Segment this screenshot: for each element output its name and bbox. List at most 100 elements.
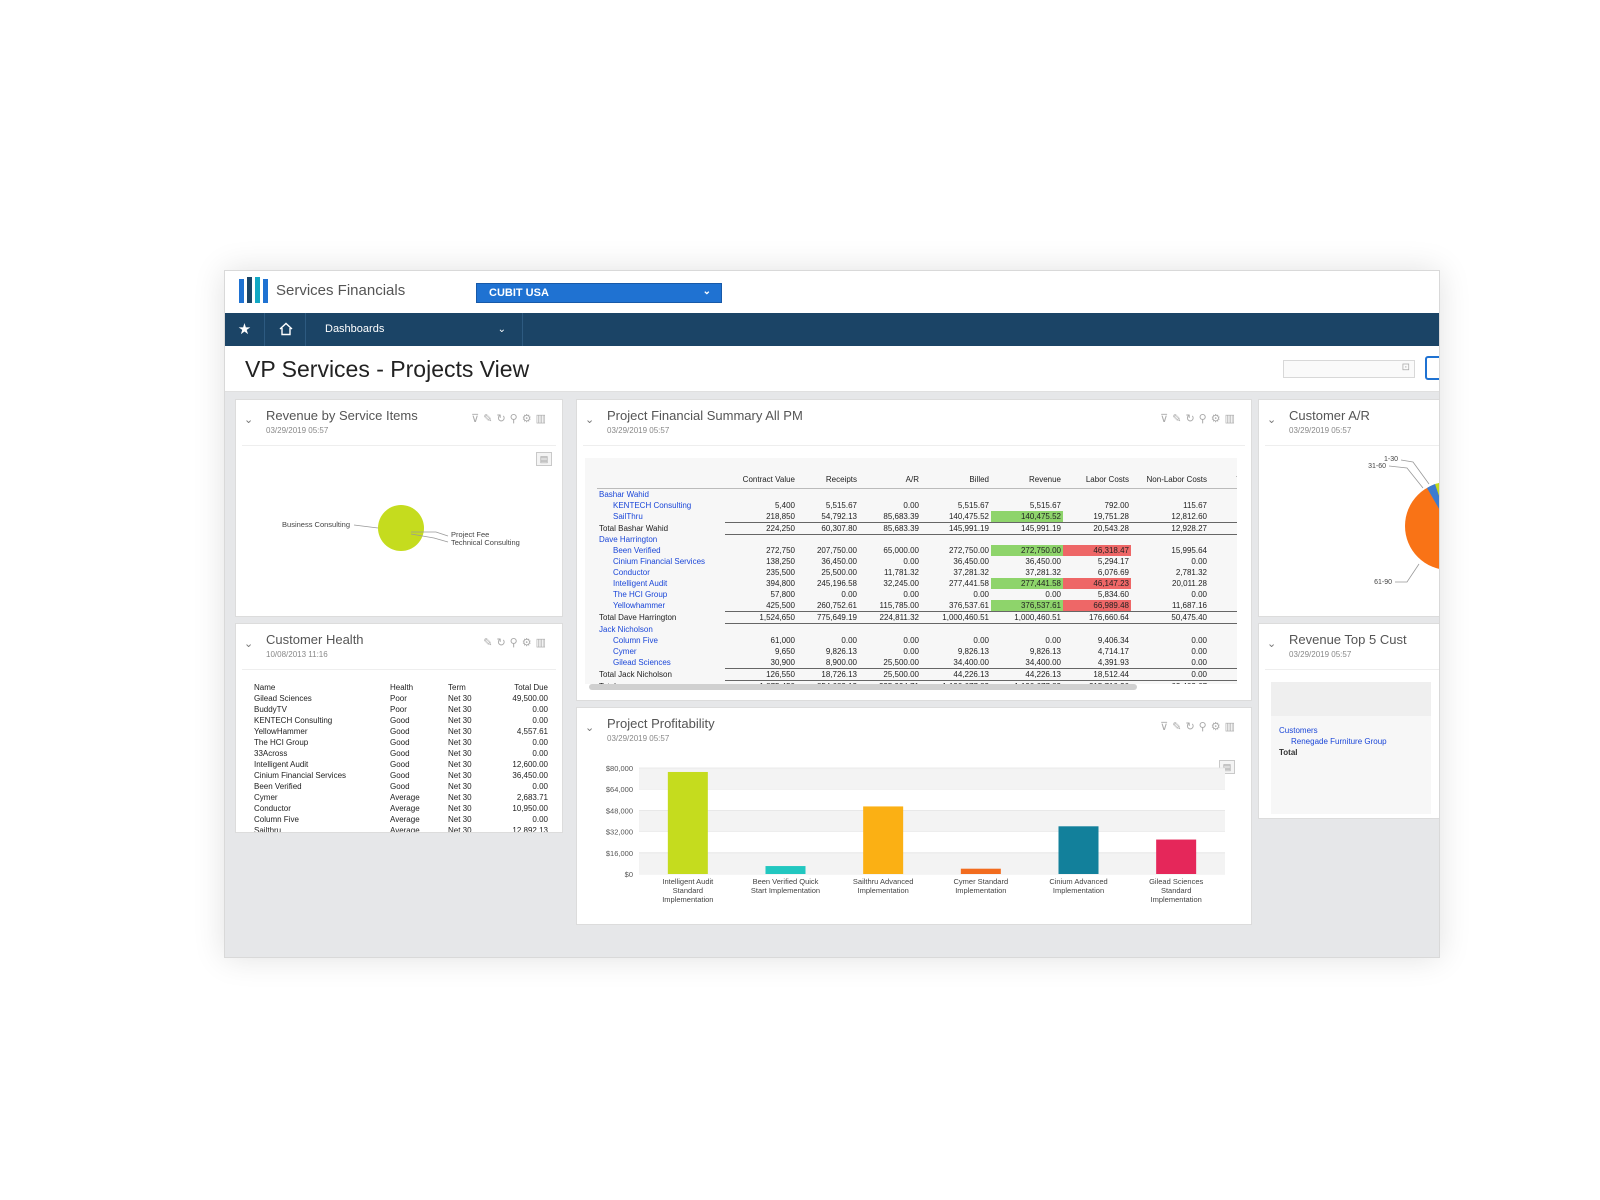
revenue-top5-panel: ⌄ Revenue Top 5 Cust 03/29/2019 05:57 Cu… [1258, 623, 1439, 819]
table-cell: 9,826.13 [1029, 646, 1061, 656]
zoom-icon[interactable]: ⚲ [509, 413, 520, 425]
table-cell: 115,785.00 [879, 601, 919, 610]
filter-icon[interactable]: ⊽ [1160, 721, 1171, 733]
table-cell: 2,781.32 [1175, 568, 1207, 577]
collapse-icon[interactable]: ⌄ [1267, 638, 1277, 650]
collapse-icon[interactable]: ⌄ [585, 722, 595, 734]
row-label[interactable]: Been Verified [613, 546, 661, 555]
edit-icon[interactable]: ✎ [483, 637, 495, 649]
table-row: SailThru 218,850 54,792.13 85,683.39 140,475… [597, 510, 1237, 523]
panel-header: ⌄ Revenue Top 5 Cust 03/29/2019 05:57 [1259, 624, 1439, 668]
table-cell: Net 30 [448, 727, 472, 736]
delete-icon[interactable]: ▥ [535, 637, 548, 649]
row-label[interactable]: SailThru [613, 511, 643, 521]
panel-title: Revenue by Service Items [266, 408, 418, 423]
delete-icon[interactable]: ▥ [1224, 721, 1237, 733]
table-cell: 1,524,650 [725, 611, 797, 624]
project-profitability-bar-chart: $0 $16,000 $32,000 $48,000 $64,000 $80,000 Int… [606, 764, 1225, 904]
collapse-icon[interactable]: ⌄ [244, 414, 254, 426]
search-input[interactable]: ⊡ [1283, 360, 1415, 378]
table-cell [725, 488, 797, 500]
column-header: Contract Value [725, 464, 797, 489]
table-cell: 0.00 [532, 738, 548, 747]
refresh-icon[interactable]: ↻ [496, 413, 508, 425]
delete-icon[interactable]: ▥ [535, 413, 548, 425]
settings-icon[interactable]: ⚙ [1210, 721, 1223, 733]
edit-icon[interactable]: ✎ [483, 413, 495, 425]
table-cell: 425,500 [766, 601, 795, 610]
table-cell: 66,989.48 [1063, 600, 1131, 612]
horizontal-scrollbar[interactable] [589, 684, 1137, 690]
top5-header-link[interactable]: Customers [1279, 726, 1318, 735]
edit-icon[interactable]: ✎ [1172, 413, 1184, 425]
zoom-icon[interactable]: ⚲ [1198, 413, 1209, 425]
edit-icon[interactable]: ✎ [1172, 721, 1184, 733]
refresh-icon[interactable]: ↻ [1185, 413, 1197, 425]
table-cell: Net 30 [448, 749, 472, 758]
leader-line [410, 533, 449, 543]
collapse-icon[interactable]: ⌄ [244, 638, 254, 650]
filter-icon[interactable]: ⊽ [1160, 413, 1171, 425]
panel-header: ⌄ Customer Health 10/08/2013 11:16 ✎ ↻ ⚲ ⚙ ▥ [236, 624, 562, 668]
row-label[interactable]: Gilead Sciences [613, 657, 671, 667]
row-label[interactable]: Column Five [613, 635, 658, 645]
table-cell: 145,991.19 [921, 521, 991, 535]
table-cell: 140,475.52 [991, 510, 1063, 522]
search-icon: ⊡ [1401, 362, 1410, 373]
column-header: Total Due [514, 683, 548, 692]
table-cell: 0.00 [1191, 657, 1207, 667]
table-cell: 0.00 [1191, 590, 1207, 599]
table-cell: 0.00 [1045, 590, 1061, 599]
row-label[interactable]: Intelligent Audit [613, 579, 668, 588]
row-label[interactable]: Cinium Financial Services [613, 557, 706, 566]
dashboards-menu[interactable]: Dashboards ⌄ [307, 313, 523, 346]
panel-date: 03/29/2019 05:57 [607, 426, 670, 435]
export-icon[interactable]: ▤ [536, 452, 552, 466]
row-label[interactable]: Yellowhammer [613, 601, 666, 611]
star-icon[interactable]: ★ [225, 313, 265, 346]
top5-customer-link[interactable]: Renegade Furniture Group [1291, 737, 1387, 746]
table-cell: 0.00 [973, 590, 989, 599]
table-cell: Net 30 [448, 705, 472, 714]
row-label[interactable]: The HCI Group [613, 590, 668, 599]
company-select[interactable]: CUBIT USA ⌄ [476, 283, 722, 303]
row-label: Total [597, 680, 725, 685]
zoom-icon[interactable]: ⚲ [1198, 721, 1209, 733]
row-label[interactable]: KENTECH Consulting [613, 500, 692, 510]
table-cell: 1,875,450 [725, 679, 797, 684]
table-cell: 12 [1209, 511, 1237, 523]
table-cell: 50,475.40 [1131, 611, 1209, 624]
panel-date: 03/29/2019 05:57 [266, 426, 329, 435]
collapse-icon[interactable]: ⌄ [585, 414, 595, 426]
table-row: Conductor Average Net 30 10,950.00 [254, 803, 548, 814]
table-cell: 854,683.12 [797, 679, 859, 684]
table-row: Intelligent Audit Good Net 30 12,600.00 [254, 759, 548, 770]
row-label[interactable]: Cymer [613, 646, 637, 656]
filter-icon[interactable]: ⊽ [471, 413, 482, 425]
settings-icon[interactable]: ⚙ [1210, 413, 1223, 425]
table-cell: 10,950.00 [512, 804, 548, 813]
collapse-icon[interactable]: ⌄ [1267, 414, 1277, 426]
delete-icon[interactable]: ▥ [1224, 413, 1237, 425]
zoom-icon[interactable]: ⚲ [509, 637, 520, 649]
table-cell: Net 30 [448, 782, 472, 791]
table-row: Total1,875,450854,683.12335,994.711,190,… [597, 679, 1237, 685]
row-label[interactable]: Conductor [613, 568, 650, 577]
table-row: Sailthru Average Net 30 12,892.13 [254, 825, 548, 832]
table-cell: Net 30 [448, 804, 472, 813]
refresh-icon[interactable]: ↻ [1185, 721, 1197, 733]
table-cell [1209, 534, 1237, 545]
row-label[interactable]: Dave Harrington [599, 535, 658, 544]
table-row: Jack Nicholson [597, 624, 1237, 635]
refresh-icon[interactable]: ↻ [496, 637, 508, 649]
row-label[interactable]: Jack Nicholson [599, 624, 653, 634]
settings-icon[interactable]: ⚙ [521, 413, 534, 425]
home-icon[interactable] [266, 313, 306, 346]
row-label[interactable]: Bashar Wahid [599, 489, 649, 499]
table-cell [725, 624, 797, 635]
page-action-button[interactable] [1425, 356, 1439, 380]
settings-icon[interactable]: ⚙ [521, 637, 534, 649]
table-row: Cinium Financial Services Good Net 30 36,45… [254, 770, 548, 781]
panel-header: ⌄ Customer A/R 03/29/2019 05:57 [1259, 400, 1439, 444]
bar [960, 868, 1001, 874]
